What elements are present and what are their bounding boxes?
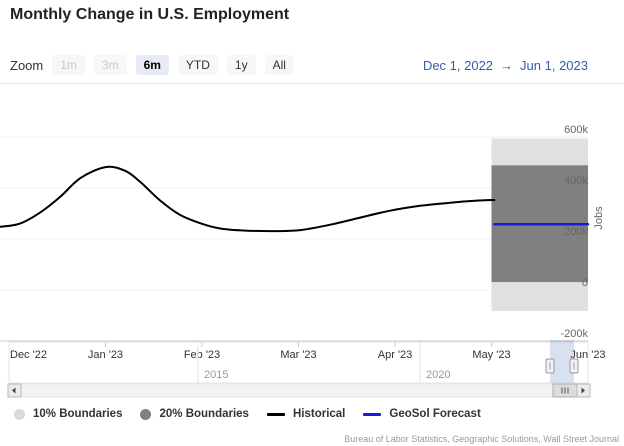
scrollbar-right-arrow-icon bbox=[581, 387, 585, 394]
y-axis-label: 600k bbox=[564, 124, 588, 136]
date-range: Dec 1, 2022 → Jun 1, 2023 bbox=[423, 58, 588, 73]
chart-title: Monthly Change in U.S. Employment bbox=[10, 6, 290, 23]
zoom-button-6m[interactable]: 6m bbox=[135, 55, 169, 75]
navigator-track[interactable] bbox=[8, 341, 589, 384]
y-axis-label: -200k bbox=[560, 328, 588, 340]
range-to-date[interactable]: Jun 1, 2023 bbox=[520, 58, 588, 73]
x-axis-label: Jan '23 bbox=[88, 349, 123, 361]
legend: 10% Boundaries 20% Boundaries Historical… bbox=[14, 408, 481, 420]
10-boundaries-swatch-icon bbox=[14, 408, 25, 420]
navigator-year-label: 2015 bbox=[204, 369, 228, 381]
zoom-button-3m: 3m bbox=[93, 55, 127, 75]
x-axis-label: Mar '23 bbox=[280, 349, 316, 361]
divider bbox=[0, 83, 624, 84]
credits: Bureau of Labor Statistics, Geographic S… bbox=[344, 434, 619, 444]
range-selector: Zoom 1m 3m 6m YTD 1y All bbox=[10, 55, 303, 75]
legend-item-label: GeoSol Forecast bbox=[389, 408, 481, 420]
scrollbar-track[interactable] bbox=[20, 383, 578, 398]
legend-item-label: 20% Boundaries bbox=[159, 408, 249, 420]
navigator-year-label: 2020 bbox=[426, 369, 450, 381]
y-axis-label: 0 bbox=[582, 277, 588, 289]
scrollbar-left-arrow-icon bbox=[12, 387, 16, 394]
y-axis-label: 400k bbox=[564, 175, 588, 187]
chart-plot-area: 600k 400k 200k 0 -200k Dec '22 Jan '23 Feb '23 M… bbox=[0, 124, 606, 398]
range-arrow-icon: → bbox=[500, 58, 514, 73]
legend-item-historical[interactable]: Historical bbox=[266, 408, 346, 420]
legend-item-label: 10% Boundaries bbox=[33, 408, 123, 420]
historical-line-swatch-icon bbox=[266, 412, 285, 416]
zoom-button-all[interactable]: All bbox=[264, 55, 294, 75]
x-axis-label: Apr '23 bbox=[378, 349, 413, 361]
zoom-label: Zoom bbox=[10, 57, 44, 73]
legend-item-geosol-forecast[interactable]: GeoSol Forecast bbox=[363, 408, 481, 420]
legend-item-20-boundaries[interactable]: 20% Boundaries bbox=[140, 408, 249, 420]
zoom-button-1m: 1m bbox=[52, 55, 85, 75]
20-boundaries-swatch-icon bbox=[140, 408, 152, 420]
y-axis-label: 200k bbox=[564, 226, 588, 238]
y-axis-title: Jobs bbox=[593, 206, 605, 230]
x-axis-label: Dec '22 bbox=[10, 349, 47, 361]
forecast-line-swatch-icon bbox=[363, 412, 382, 416]
zoom-button-ytd[interactable]: YTD bbox=[177, 55, 218, 75]
historical-series bbox=[0, 165, 496, 233]
legend-item-10-boundaries[interactable]: 10% Boundaries bbox=[14, 408, 122, 420]
legend-item-label: Historical bbox=[292, 408, 346, 420]
x-axis-label: Feb '23 bbox=[184, 349, 220, 361]
range-from-date[interactable]: Dec 1, 2022 bbox=[422, 58, 494, 73]
zoom-button-1y[interactable]: 1y bbox=[226, 55, 256, 75]
x-axis-label: May '23 bbox=[472, 349, 510, 361]
